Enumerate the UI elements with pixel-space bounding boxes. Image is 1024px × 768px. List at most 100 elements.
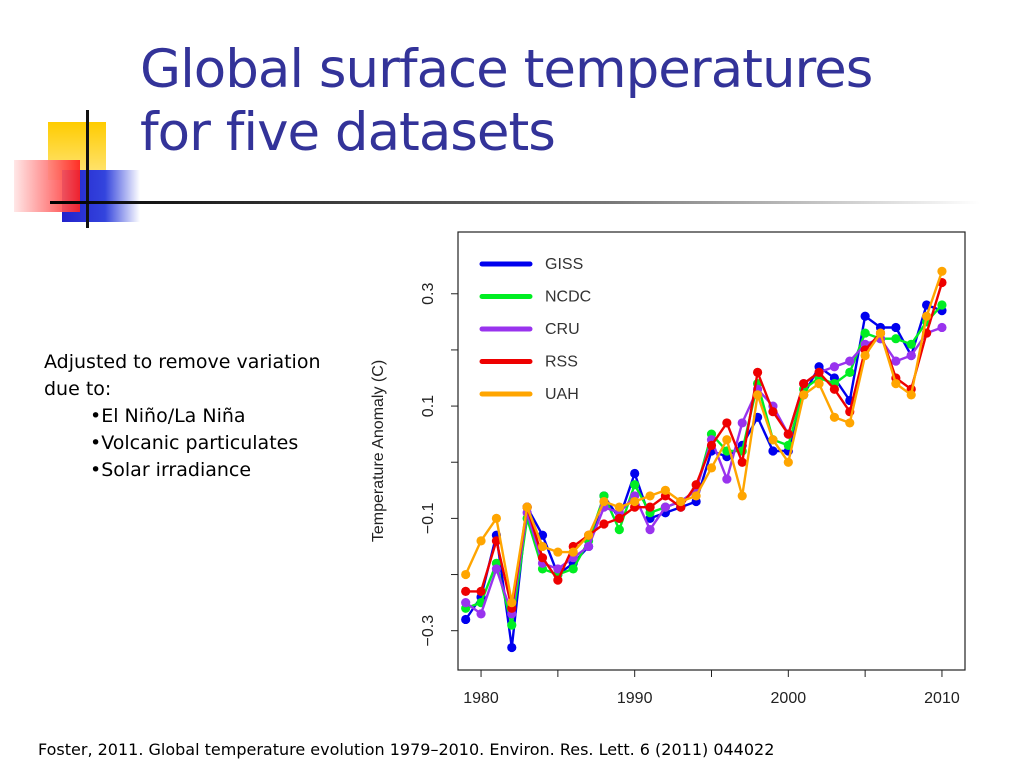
data-point-uah (568, 547, 578, 557)
data-point-rss (614, 513, 624, 523)
legend-label-giss: GISS (545, 256, 583, 273)
data-point-rss (814, 367, 824, 377)
vertical-rule (86, 110, 89, 228)
data-point-uah (491, 513, 502, 523)
data-point-cru (845, 356, 855, 366)
data-point-cru (891, 356, 901, 366)
data-point-uah (691, 491, 701, 501)
yellow-square (48, 122, 106, 180)
legend-label-rss: RSS (545, 354, 578, 371)
data-point-giss (507, 642, 517, 653)
data-point-uah (845, 418, 855, 428)
data-point-uah (522, 502, 532, 512)
data-point-cru (722, 474, 732, 484)
data-point-giss (860, 311, 870, 321)
x-tick-label: 2010 (924, 690, 960, 707)
data-point-rss (553, 575, 563, 585)
data-point-cru (583, 541, 594, 552)
data-point-rss (737, 457, 747, 467)
legend-label-ncdc: NCDC (545, 289, 591, 306)
data-point-rss (722, 418, 732, 428)
data-point-cru (906, 350, 916, 361)
x-tick-label: 1980 (463, 690, 499, 707)
data-point-rss (706, 440, 717, 450)
data-point-cru (553, 564, 563, 574)
data-point-cru (937, 322, 947, 333)
data-point-ncdc (614, 525, 624, 535)
temperature-chart: −0.3 −0.1 0.1 0.3 1980 1990 2000 2010 Temperatur… (360, 225, 980, 725)
data-point-giss (630, 468, 640, 479)
data-point-uah (537, 541, 548, 552)
data-point-uah (645, 491, 655, 501)
chart-svg: −0.3 −0.1 0.1 0.3 1980 1990 2000 2010 Temperatur… (370, 231, 966, 707)
data-point-uah (507, 598, 517, 608)
legend-label-cru: CRU (545, 321, 580, 338)
data-point-rss (491, 536, 502, 546)
data-point-ncdc (906, 339, 916, 349)
data-point-rss (799, 379, 809, 389)
data-point-uah (614, 502, 624, 512)
data-point-ncdc (845, 367, 855, 377)
citation: Foster, 2011. Global temperature evoluti… (38, 740, 775, 759)
y-tick-label: 0.1 (420, 395, 437, 417)
data-point-ncdc (860, 328, 870, 338)
data-point-rss (461, 586, 471, 596)
data-point-uah (814, 379, 824, 389)
data-point-ncdc (630, 480, 640, 490)
x-tick-label: 1990 (617, 690, 653, 707)
red-square (14, 160, 80, 212)
note-item-solar: Solar irradiance (90, 457, 344, 484)
note-item-enso: El Niño/La Niña (90, 403, 344, 430)
adjustment-notes: Adjusted to remove variation due to: El … (44, 349, 344, 484)
notes-list: El Niño/La Niña Volcanic particulates So… (44, 403, 344, 484)
data-point-rss (829, 384, 840, 394)
x-tick-label: 2000 (771, 690, 807, 707)
data-point-giss (461, 614, 471, 625)
data-point-rss (783, 429, 793, 439)
data-point-cru (476, 609, 486, 619)
notes-intro: Adjusted to remove variation due to: (44, 351, 321, 400)
blue-square (62, 170, 140, 222)
data-point-uah (583, 530, 594, 540)
data-point-ncdc (568, 564, 578, 574)
data-point-uah (660, 485, 671, 495)
slide-title: Global surface temperatures for five dat… (140, 38, 1000, 164)
data-point-uah (783, 457, 793, 467)
data-point-uah (737, 491, 747, 501)
data-point-uah (768, 435, 778, 445)
data-point-uah (875, 328, 886, 338)
series-line-cru (464, 326, 943, 615)
data-point-ncdc (937, 300, 947, 310)
data-point-giss (768, 446, 778, 456)
data-point-ncdc (507, 620, 517, 630)
note-item-volcanic: Volcanic particulates (90, 430, 344, 457)
data-point-uah (630, 496, 640, 507)
series-line-rss (465, 282, 944, 610)
data-point-uah (476, 536, 486, 546)
y-tick-label: −0.1 (420, 502, 437, 534)
data-point-ncdc (891, 334, 901, 344)
data-point-cru (491, 564, 502, 574)
data-point-rss (476, 586, 486, 596)
data-point-cru (461, 598, 471, 608)
data-point-uah (676, 496, 686, 507)
data-point-uah (461, 569, 471, 580)
series-line-giss (464, 303, 943, 649)
data-point-rss (691, 480, 701, 490)
data-point-uah (752, 390, 763, 400)
data-point-rss (599, 519, 609, 529)
data-point-uah (722, 435, 732, 445)
data-point-rss (645, 502, 655, 512)
horizontal-rule (50, 201, 980, 204)
data-point-uah (906, 390, 916, 400)
data-point-rss (537, 553, 548, 563)
data-point-cru (737, 418, 747, 428)
y-tick-label: 0.3 (420, 283, 437, 305)
data-point-rss (752, 367, 763, 377)
data-point-uah (937, 266, 947, 276)
data-point-rss (768, 407, 778, 417)
y-tick-label: −0.3 (420, 615, 437, 647)
title-line-1: Global surface temperatures (140, 39, 873, 100)
data-point-cru (829, 362, 840, 372)
